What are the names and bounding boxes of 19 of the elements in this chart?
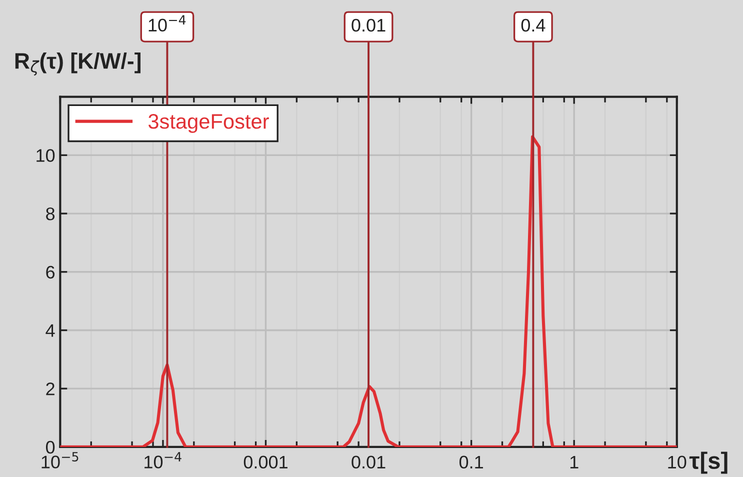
- x-tick-label: 0.1: [459, 456, 483, 469]
- y-axis-title: R$_{ζ}$(τ) [K/W/-]: [15, 52, 140, 76]
- x-axis-title: τ[s]: [689, 452, 728, 474]
- ref-line-label: 0.4: [521, 18, 546, 32]
- x-tick-label: 10$^{−5}$: [42, 452, 78, 468]
- y-tick-label: 4: [46, 324, 55, 337]
- x-tick-label: 10: [668, 456, 686, 469]
- legend-label: 3stageFoster: [148, 114, 269, 133]
- x-tick-label: 0.01: [352, 456, 386, 469]
- ref-line-label: 0.01: [352, 18, 386, 32]
- y-tick-label: 10: [36, 149, 55, 162]
- x-tick-label: 1: [570, 456, 578, 468]
- x-tick-label: 0.001: [244, 456, 288, 469]
- y-tick-label: 0: [46, 440, 55, 454]
- y-tick-label: 2: [46, 382, 54, 396]
- y-tick-label: 6: [46, 266, 55, 279]
- y-tick-label: 8: [46, 207, 55, 220]
- ref-line-label: 10$^{−4}$: [148, 15, 186, 32]
- x-tick-label: 10$^{−4}$: [144, 452, 182, 468]
